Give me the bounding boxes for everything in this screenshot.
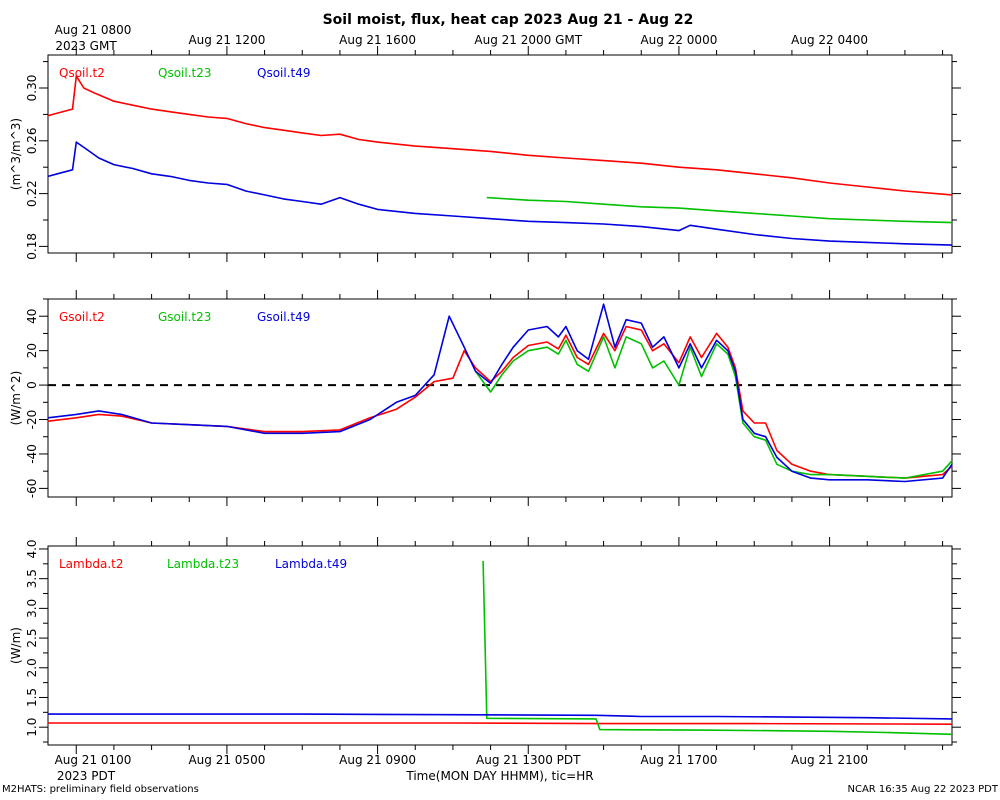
series-Qsoil-t2 bbox=[47, 75, 953, 196]
y-axis-label-p1: (m^3/m^3) bbox=[9, 118, 23, 190]
y-tick-label-p3-5: 3.5 bbox=[25, 569, 39, 588]
legend-Gsoil-t49: Gsoil.t49 bbox=[257, 310, 310, 324]
y-tick-label-p2-5: 40 bbox=[25, 309, 39, 324]
bottom-time-label-3: Aug 21 1300 PDT bbox=[476, 753, 581, 767]
y-tick-label-p3-2: 2.0 bbox=[25, 658, 39, 677]
y-tick-label-p3-1: 1.5 bbox=[25, 688, 39, 707]
y-tick-label-p1-1: 0.22 bbox=[25, 180, 39, 207]
y-tick-label-p2-3: 0 bbox=[25, 381, 39, 389]
y-tick-label-p2-2: -20 bbox=[25, 410, 39, 430]
footer-right: NCAR 16:35 Aug 22 2023 PDT bbox=[847, 784, 998, 795]
legend-Gsoil-t23: Gsoil.t23 bbox=[158, 310, 211, 324]
footer-left: M2HATS: preliminary field observations bbox=[2, 784, 199, 795]
y-axis-label-p2: (W/m^2) bbox=[9, 371, 23, 426]
y-tick-label-p1-0: 0.18 bbox=[25, 233, 39, 260]
y-tick-label-p3-6: 4.0 bbox=[25, 539, 39, 558]
y-tick-label-p1-3: 0.30 bbox=[25, 75, 39, 102]
top-time-label-1: Aug 21 1200 bbox=[188, 33, 265, 47]
y-tick-label-p2-1: -40 bbox=[25, 444, 39, 464]
legend-Gsoil-t2: Gsoil.t2 bbox=[59, 310, 105, 324]
top-time-label-5: Aug 22 0400 bbox=[791, 33, 868, 47]
x-axis-label: Time(MON DAY HHMM), tic=HR bbox=[405, 769, 593, 783]
legend-Lambda-t23: Lambda.t23 bbox=[167, 557, 239, 571]
legend-Qsoil-t2: Qsoil.t2 bbox=[59, 66, 105, 80]
bottom-time-label-1: Aug 21 0500 bbox=[188, 753, 265, 767]
bottom-time-label-5: Aug 21 2100 bbox=[791, 753, 868, 767]
y-tick-label-p3-3: 2.5 bbox=[25, 629, 39, 648]
top-time-label-2: Aug 21 1600 bbox=[339, 33, 416, 47]
top-time-label-4: Aug 22 0000 bbox=[640, 33, 717, 47]
y-tick-label-p2-4: 20 bbox=[25, 343, 39, 358]
top-first-label-line2: 2023 GMT bbox=[55, 39, 117, 53]
y-tick-label-p3-4: 3.0 bbox=[25, 599, 39, 618]
bottom-time-label-2: Aug 21 0900 bbox=[339, 753, 416, 767]
series-Gsoil-t2 bbox=[47, 325, 953, 479]
top-time-label-3: Aug 21 2000 GMT bbox=[474, 33, 582, 47]
panel-frame-1 bbox=[47, 54, 953, 254]
top-first-label-line1: Aug 21 0800 bbox=[55, 23, 132, 37]
legend-Qsoil-t23: Qsoil.t23 bbox=[158, 66, 212, 80]
bottom-first-label-line1: Aug 21 0100 bbox=[55, 753, 132, 767]
y-tick-label-p1-2: 0.26 bbox=[25, 127, 39, 154]
bottom-time-label-4: Aug 21 1700 bbox=[640, 753, 717, 767]
series-Gsoil-t23 bbox=[474, 336, 953, 479]
series-Gsoil-t49 bbox=[47, 303, 953, 483]
legend-Lambda-t49: Lambda.t49 bbox=[275, 557, 347, 571]
series-Qsoil-t23 bbox=[486, 196, 953, 224]
panel-frame-3 bbox=[47, 545, 953, 746]
y-tick-label-p3-0: 1.0 bbox=[25, 718, 39, 737]
legend-Lambda-t2: Lambda.t2 bbox=[59, 557, 123, 571]
series-Lambda-t23 bbox=[482, 560, 953, 736]
series-Qsoil-t49 bbox=[47, 141, 953, 246]
series-Lambda-t2 bbox=[48, 722, 953, 726]
y-axis-label-p3: (W/m) bbox=[9, 627, 23, 664]
chart-title: Soil moist, flux, heat cap 2023 Aug 21 -… bbox=[323, 12, 694, 28]
series-Lambda-t49 bbox=[48, 713, 953, 720]
y-tick-label-p2-0: -60 bbox=[25, 479, 39, 499]
panel-frame-2 bbox=[47, 298, 953, 498]
legend-Qsoil-t49: Qsoil.t49 bbox=[257, 66, 311, 80]
bottom-first-label-line2: 2023 PDT bbox=[57, 769, 116, 783]
